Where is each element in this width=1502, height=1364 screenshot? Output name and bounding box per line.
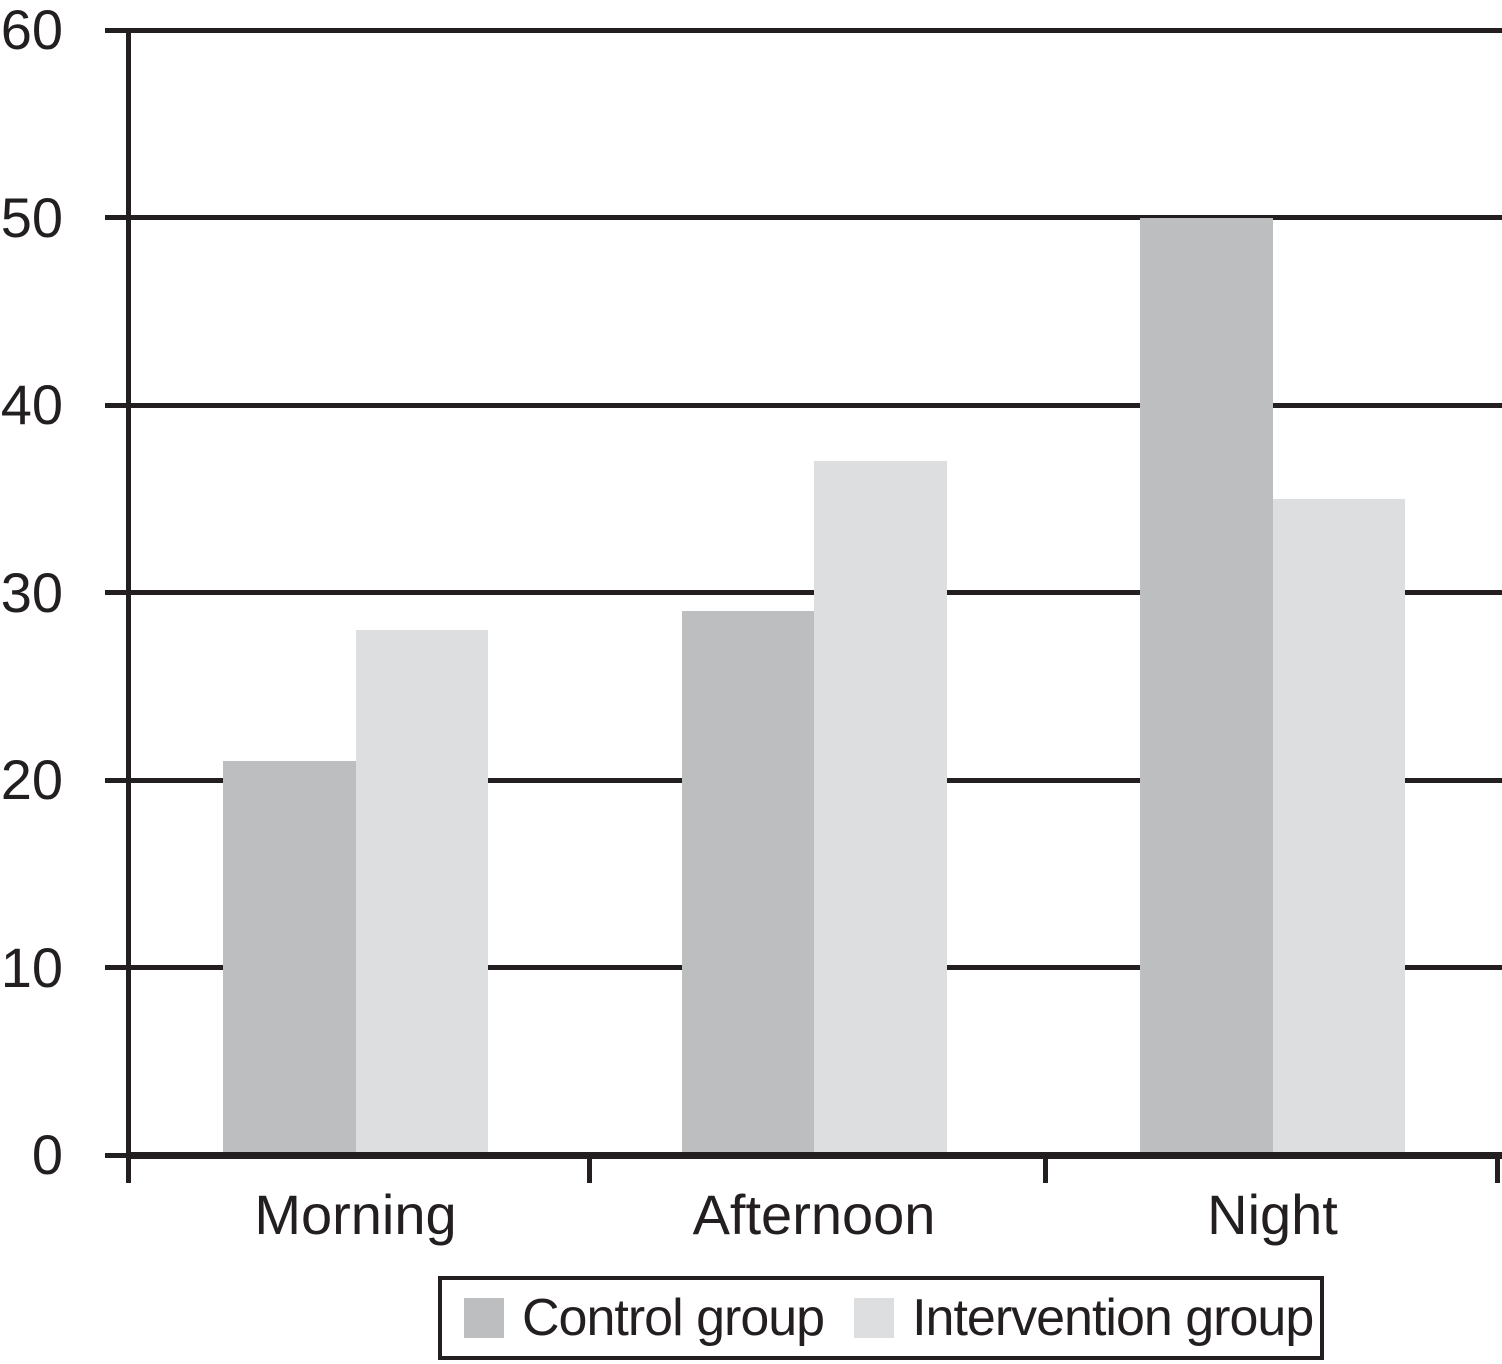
bar-control-group-afternoon <box>681 611 814 1155</box>
bar-intervention-group-morning <box>355 630 488 1155</box>
legend-label: Intervention group <box>912 1289 1314 1347</box>
x-category-label-morning: Morning <box>254 1183 457 1246</box>
y-axis-tick <box>105 590 128 595</box>
y-axis <box>125 27 131 1183</box>
y-axis-tick-label: 20 <box>0 748 63 811</box>
x-axis-tick <box>1495 1155 1500 1183</box>
y-axis-tick-label: 50 <box>0 185 63 249</box>
y-axis-tick <box>105 777 128 783</box>
y-axis-tick <box>105 215 128 220</box>
y-axis-tick-label: 60 <box>0 0 63 61</box>
legend-item-intervention-group: Intervention group <box>854 1289 1314 1347</box>
y-axis-tick <box>105 965 128 970</box>
x-category-label-afternoon: Afternoon <box>692 1183 936 1246</box>
x-axis-tick <box>1042 1155 1048 1183</box>
legend-swatch-control-group <box>464 1298 504 1338</box>
gridline <box>126 27 1502 33</box>
gridline <box>126 402 1502 408</box>
legend-item-control-group: Control group <box>464 1289 825 1347</box>
x-category-label-night: Night <box>1207 1183 1338 1246</box>
y-axis-tick-label: 30 <box>0 560 63 624</box>
bar-intervention-group-night <box>1272 498 1405 1155</box>
y-axis-tick <box>105 1152 128 1158</box>
bar-intervention-group-afternoon <box>814 461 947 1155</box>
y-axis-tick-label: 10 <box>0 935 63 999</box>
y-axis-tick <box>105 402 128 408</box>
gridline <box>126 215 1502 220</box>
y-axis-tick <box>105 27 128 33</box>
y-axis-tick-label: 40 <box>0 373 63 436</box>
bar-control-group-night <box>1140 217 1273 1155</box>
y-axis-tick-label: 0 <box>31 1123 63 1186</box>
x-axis-tick <box>586 1155 592 1183</box>
legend-swatch-intervention-group <box>854 1298 895 1338</box>
legend-label: Control group <box>522 1289 825 1347</box>
x-axis <box>125 1151 1502 1159</box>
legend: Control group Intervention group <box>438 1276 1324 1360</box>
bar-control-group-morning <box>223 761 356 1155</box>
